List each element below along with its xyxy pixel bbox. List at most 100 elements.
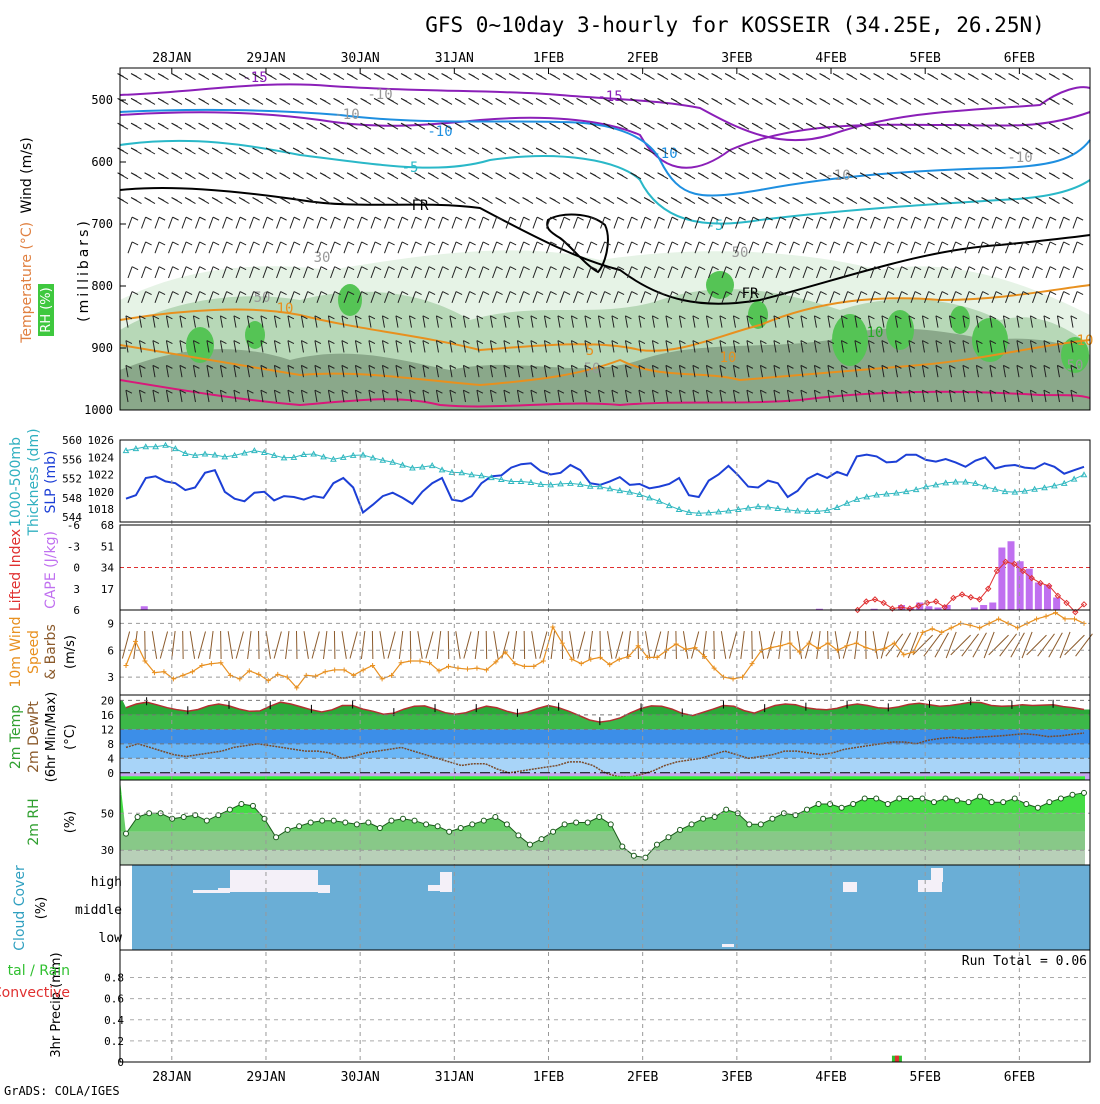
rh-point (343, 820, 348, 825)
rh-tick: 30 (101, 844, 114, 857)
slp-tick: 1020 (88, 486, 115, 499)
rh-point (239, 802, 244, 807)
rh-point (1047, 800, 1052, 805)
rh-point (250, 803, 255, 808)
rh-point (620, 844, 625, 849)
precip-tick: 0.6 (104, 993, 124, 1006)
rh-point (1035, 805, 1040, 810)
rh-point (631, 853, 636, 858)
pressure-tick: 1000 (84, 403, 113, 417)
rh-point (712, 814, 717, 819)
millibars-axis-label: (millibars) (76, 218, 92, 322)
rh-point (654, 842, 659, 847)
cape-bar (1026, 569, 1033, 610)
rh-point (804, 807, 809, 812)
cloud-block (440, 872, 452, 892)
temp-tick: 12 (101, 723, 114, 736)
rh-point (943, 796, 948, 801)
rh-point (574, 820, 579, 825)
slp-tick: 1024 (88, 451, 115, 464)
li-tick: 3 (73, 583, 80, 596)
rh-point (908, 796, 913, 801)
rh-point (135, 814, 140, 819)
date-label-bottom: 30JAN (341, 1070, 380, 1085)
rh-point (701, 816, 706, 821)
cloud-level-label: middle (75, 903, 122, 918)
rh-point (320, 818, 325, 823)
wind10-tick: 9 (107, 617, 114, 630)
cape-bar (989, 603, 996, 611)
precip-convective-bar (895, 1056, 899, 1062)
li-tick: 0 (73, 562, 80, 575)
contour-label: -10 (652, 146, 677, 162)
rh-point (458, 826, 463, 831)
rh-point (862, 796, 867, 801)
date-label-top: 1FEB (533, 51, 564, 66)
rh-point (966, 800, 971, 805)
wind10-unit: (m/s) (63, 635, 78, 669)
rh-point (989, 800, 994, 805)
date-label-bottom: 31JAN (435, 1070, 474, 1085)
rh-axis-label: RH (%) (39, 287, 54, 332)
cloud-cover-plot: high middle low (75, 865, 1090, 950)
contour-label: 50 (1067, 358, 1084, 374)
cloud-level-label: low (99, 931, 123, 946)
chart-title: GFS 0~10day 3-hourly for KOSSEIR (34.25E… (425, 13, 1045, 37)
rh-point (366, 820, 371, 825)
rh-point (585, 820, 590, 825)
slp-label: SLP (mb) (43, 450, 59, 513)
rh-point (124, 831, 129, 836)
temp2m-label3: (6hr Min/Max) (44, 692, 59, 782)
rh-point (678, 827, 683, 832)
wind10-label2: Speed (26, 630, 42, 674)
rh-point (504, 822, 509, 827)
cloud-block (843, 882, 857, 892)
temp2m-label2: 2m DewPt (26, 701, 42, 773)
cloud-block (931, 868, 943, 882)
date-label-top: 4FEB (815, 51, 846, 66)
cloud-block (722, 944, 734, 947)
rh-point (424, 822, 429, 827)
date-label-top: 5FEB (910, 51, 941, 66)
cape-bar (141, 606, 148, 610)
rh-point (666, 835, 671, 840)
rh-point (931, 800, 936, 805)
cape-bar (1044, 585, 1051, 610)
upper-air-panel: -15-15-10-10-10-5-5-10FRFR1010510-10-105… (84, 68, 1093, 417)
temp2m-unit: (°C) (63, 724, 78, 750)
cape-bar (1035, 583, 1042, 611)
rh-point (562, 822, 567, 827)
rh-point (401, 816, 406, 821)
rh-point (828, 802, 833, 807)
rh-point (331, 818, 336, 823)
cloud-unit: (%) (34, 897, 49, 920)
rh-shade-green (950, 306, 970, 334)
wind-axis-label: Temperature (°C) Wind (m/s) (19, 137, 35, 344)
pressure-tick: 800 (91, 279, 113, 293)
rh-point (274, 835, 279, 840)
thickness-tick: 552 (62, 473, 82, 486)
date-label-top: 29JAN (246, 51, 285, 66)
contour-label: -10 (367, 87, 392, 103)
temp-tick: 4 (107, 752, 114, 765)
rh-band (120, 832, 1085, 850)
date-label-bottom: 6FEB (1004, 1070, 1035, 1085)
li-tick: -3 (67, 540, 80, 553)
pressure-tick: 700 (91, 217, 113, 231)
temp-tick: 16 (101, 709, 114, 722)
cloud-block (218, 888, 230, 893)
cloud-level-label: high (91, 875, 122, 890)
run-total: Run Total = 0.06 (962, 954, 1087, 969)
rh-point (285, 827, 290, 832)
contour-label: 30 (314, 250, 331, 266)
rh-point (758, 822, 763, 827)
grads-credit: GrADS: COLA/IGES (4, 1084, 120, 1098)
rh-point (227, 807, 232, 812)
contour-label: 10 (1077, 333, 1094, 349)
date-label-top: 2FEB (627, 51, 658, 66)
li-tick: 6 (73, 604, 80, 617)
rh2m-label: 2m RH (26, 798, 42, 845)
date-label-bottom: 2FEB (627, 1070, 658, 1085)
rh-point (481, 818, 486, 823)
wind10-tick: 6 (107, 644, 114, 657)
